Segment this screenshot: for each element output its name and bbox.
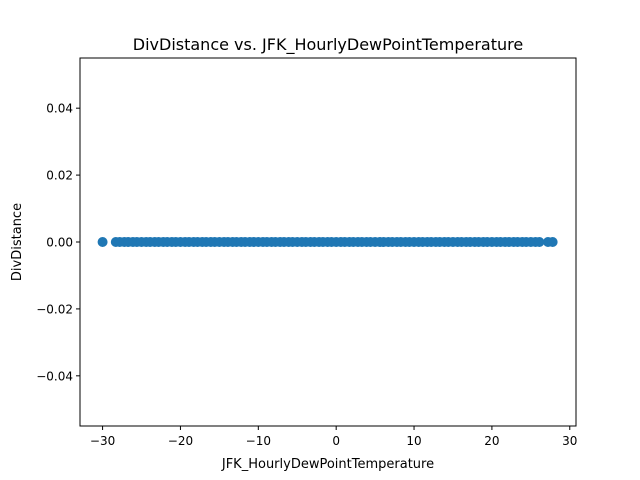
y-tick-label: 0.02	[46, 169, 73, 183]
chart-title: DivDistance vs. JFK_HourlyDewPointTemper…	[133, 35, 523, 55]
data-point	[534, 237, 545, 247]
y-axis: −0.04 −0.02 0.00 0.02 0.04	[36, 102, 80, 383]
x-tick-label: 10	[406, 434, 421, 448]
y-tick-label: 0.04	[46, 102, 73, 116]
y-tick-label: −0.02	[36, 302, 73, 316]
x-tick-label: −10	[246, 434, 271, 448]
y-axis-label: DivDistance	[10, 203, 25, 281]
data-point	[547, 237, 558, 247]
x-tick-label: −30	[90, 434, 115, 448]
x-axis: −30 −20 −10 0 10 20 30	[90, 426, 577, 448]
x-tick-label: −20	[168, 434, 193, 448]
x-axis-label: JFK_HourlyDewPointTemperature	[221, 457, 434, 472]
y-tick-label: −0.04	[36, 369, 73, 383]
x-tick-label: 30	[562, 434, 577, 448]
x-tick-label: 0	[332, 434, 340, 448]
x-tick-label: 20	[484, 434, 499, 448]
y-tick-label: 0.00	[46, 236, 73, 250]
data-points	[97, 237, 558, 247]
data-point	[97, 237, 108, 247]
